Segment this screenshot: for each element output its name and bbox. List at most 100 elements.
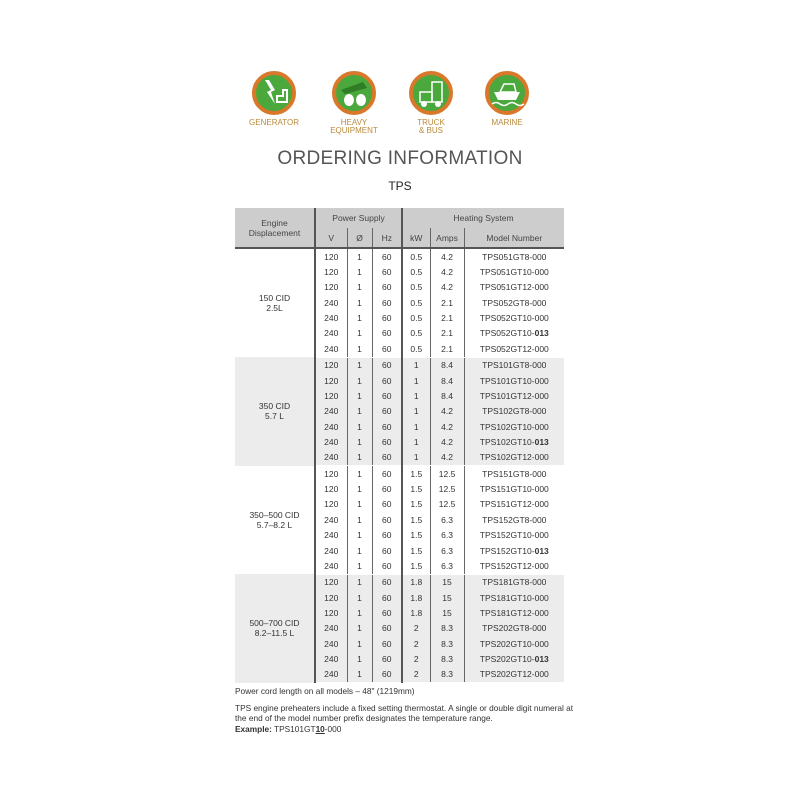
model-number-cell: TPS052GT8-000	[463, 295, 565, 311]
table-row: 240 1 60 1.5 6.3 TPS152GT12-000	[235, 558, 565, 575]
hz-cell: 60	[371, 357, 403, 373]
voltage-cell: 120	[314, 357, 347, 373]
phase-cell: 1	[346, 512, 372, 528]
phase-cell: 1	[346, 372, 372, 389]
voltage-cell: 120	[314, 481, 347, 497]
ordering-table: Engine Displacement Power Supply Heating …	[235, 208, 565, 684]
kw-cell: 2	[401, 635, 431, 652]
voltage-cell: 120	[314, 279, 347, 296]
voltage-cell: 240	[314, 651, 347, 667]
phase-cell: 1	[346, 388, 372, 404]
kw-cell: 1.5	[401, 512, 431, 528]
phase-cell: 1	[346, 295, 372, 311]
hz-cell: 60	[371, 264, 403, 280]
table-row: 120 1 60 1.8 15 TPS181GT10-000	[235, 589, 565, 606]
table-row: 120 1 60 0.5 4.2 TPS051GT10-000	[235, 264, 565, 280]
amps-cell: 4.2	[429, 248, 465, 265]
phase-cell: 1	[346, 481, 372, 497]
hz-cell: 60	[371, 605, 403, 621]
model-number-cell: TPS052GT12-000	[463, 341, 565, 358]
model-number-cell: TPS152GT12-000	[463, 558, 565, 575]
voltage-cell: 120	[314, 248, 347, 265]
model-number-cell: TPS152GT10-013	[463, 542, 565, 559]
table-row: 240 1 60 1.5 6.3 TPS152GT10-000	[235, 527, 565, 543]
hz-cell: 60	[371, 418, 403, 435]
generator-icon	[252, 71, 296, 115]
hz-cell: 60	[371, 310, 403, 326]
header-hz: Hz	[371, 228, 403, 248]
phase-cell: 1	[346, 527, 372, 543]
amps-cell: 2.1	[429, 295, 465, 311]
kw-cell: 1	[401, 372, 431, 389]
kw-cell: 1.5	[401, 527, 431, 543]
model-number-cell: TPS152GT10-000	[463, 527, 565, 543]
amps-cell: 8.3	[429, 635, 465, 652]
amps-cell: 12.5	[429, 496, 465, 513]
table-row: 240 1 60 1 4.2 TPS102GT10-013	[235, 434, 565, 450]
hz-cell: 60	[371, 651, 403, 667]
model-number-cell: TPS202GT12-000	[463, 666, 565, 684]
truck-bus-item: TRUCK & BUS	[386, 70, 476, 135]
marine-item: MARINE	[462, 70, 552, 127]
header-model-number: Model Number	[463, 228, 565, 248]
kw-cell: 1	[401, 449, 431, 467]
icon-label: MARINE	[491, 118, 523, 127]
table-row: 120 1 60 1.8 15 TPS181GT12-000	[235, 605, 565, 621]
example-label: Example:	[235, 723, 272, 734]
hz-cell: 60	[371, 620, 403, 636]
phase-cell: 1	[346, 357, 372, 373]
table-row: 240 1 60 2 8.3 TPS202GT10-000	[235, 635, 565, 652]
hz-cell: 60	[371, 325, 403, 342]
model-number-cell: TPS101GT8-000	[463, 357, 565, 373]
phase-cell: 1	[346, 264, 372, 280]
table-row: 120 1 60 1.5 12.5 TPS151GT12-000	[235, 496, 565, 513]
kw-cell: 1.5	[401, 558, 431, 575]
kw-cell: 1.8	[401, 589, 431, 606]
table-row: 150 CID 2.5L 120 1 60 0.5 4.2 TPS051GT8-000	[235, 248, 565, 313]
phase-cell: 1	[346, 310, 372, 326]
hz-cell: 60	[371, 372, 403, 389]
kw-cell: 1	[401, 357, 431, 373]
heavy-equipment-icon	[332, 71, 376, 115]
example-model: TPS101GT10-000	[274, 723, 342, 734]
model-number-cell: TPS051GT12-000	[463, 279, 565, 296]
amps-cell: 8.3	[429, 620, 465, 636]
kw-cell: 1	[401, 388, 431, 404]
voltage-cell: 120	[314, 574, 347, 590]
model-number-cell: TPS151GT12-000	[463, 496, 565, 513]
phase-cell: 1	[346, 589, 372, 606]
phase-cell: 1	[346, 465, 372, 482]
voltage-cell: 240	[314, 666, 347, 684]
model-number-cell: TPS102GT10-000	[463, 418, 565, 435]
model-number-cell: TPS051GT10-000	[463, 264, 565, 280]
model-number-cell: TPS102GT10-013	[463, 434, 565, 450]
kw-cell: 1.5	[401, 481, 431, 497]
amps-cell: 4.2	[429, 279, 465, 296]
icon-label: TRUCK & BUS	[417, 118, 445, 135]
kw-cell: 0.5	[401, 279, 431, 296]
voltage-cell: 240	[314, 512, 347, 528]
hz-cell: 60	[371, 527, 403, 543]
model-number-cell: TPS051GT8-000	[463, 248, 565, 265]
kw-cell: 0.5	[401, 310, 431, 326]
amps-cell: 2.1	[429, 325, 465, 342]
hz-cell: 60	[371, 512, 403, 528]
model-number-cell: TPS151GT10-000	[463, 481, 565, 497]
phase-cell: 1	[346, 279, 372, 296]
page-subtitle: TPS	[388, 179, 412, 193]
amps-cell: 12.5	[429, 481, 465, 497]
table-row: 240 1 60 0.5 2.1 TPS052GT8-000	[235, 295, 565, 311]
kw-cell: 1.8	[401, 574, 431, 590]
engine-displacement-cell: 350–500 CID 5.7–8.2 L	[249, 509, 300, 530]
phase-cell: 1	[346, 325, 372, 342]
amps-cell: 15	[429, 589, 465, 606]
model-number-cell: TPS102GT12-000	[463, 449, 565, 467]
amps-cell: 2.1	[429, 341, 465, 358]
table-row: 240 1 60 1.5 6.3 TPS152GT8-000	[235, 512, 565, 528]
voltage-cell: 240	[314, 310, 347, 326]
table-row: 240 1 60 0.5 2.1 TPS052GT10-013	[235, 325, 565, 342]
kw-cell: 0.5	[401, 264, 431, 280]
truck-icon	[409, 71, 453, 115]
model-number-cell: TPS101GT10-000	[463, 372, 565, 389]
header-heating-system: Heating System	[401, 208, 565, 228]
